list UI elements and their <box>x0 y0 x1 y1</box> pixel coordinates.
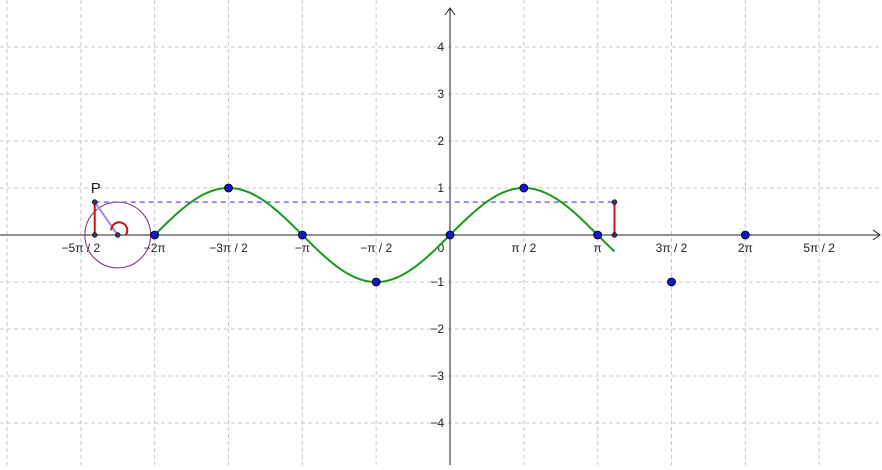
y-tick-label: −1 <box>430 275 444 289</box>
y-tick-label: 1 <box>437 181 444 195</box>
marked-point[interactable] <box>297 230 307 240</box>
axis-labels: −5π / 2 −2π −3π / 2 −π −π / 2 π / 2 π 3π / 2 2π 5… <box>62 40 836 430</box>
x-tick-label: −π / 2 <box>360 241 392 255</box>
angle-arc-icon <box>110 221 129 236</box>
y-tick-label: 2 <box>437 134 444 148</box>
construction-point[interactable] <box>91 232 98 238</box>
y-axis-arrow-icon <box>444 7 456 16</box>
points[interactable]: P <box>91 180 750 287</box>
construction <box>84 201 616 269</box>
x-axis-arrow-icon <box>872 229 881 241</box>
origin-label: 0 <box>438 241 445 255</box>
marked-point[interactable] <box>445 230 455 240</box>
x-tick-label: π / 2 <box>511 241 536 255</box>
radius-segment <box>93 201 119 236</box>
construction-point[interactable] <box>611 199 618 205</box>
x-tick-label: 2π <box>738 241 753 255</box>
construction-point[interactable] <box>115 232 121 238</box>
x-tick-label: −2π <box>144 241 166 255</box>
point-label-p: P <box>91 180 101 197</box>
x-tick-label: −π <box>295 241 310 255</box>
y-tick-label: 3 <box>437 87 444 101</box>
marked-point[interactable] <box>519 183 529 193</box>
marked-point[interactable] <box>371 277 381 287</box>
y-tick-label: −3 <box>430 369 444 383</box>
x-tick-label: −5π / 2 <box>62 241 101 255</box>
x-tick-label: 5π / 2 <box>803 241 835 255</box>
x-tick-label: π <box>594 241 602 255</box>
construction-point[interactable] <box>91 199 98 205</box>
construction-point[interactable] <box>611 232 618 238</box>
x-tick-label: 3π / 2 <box>656 241 688 255</box>
marked-point[interactable] <box>593 230 603 240</box>
marked-point[interactable] <box>740 230 750 240</box>
marked-point[interactable] <box>150 230 160 240</box>
y-tick-label: 4 <box>437 40 444 54</box>
y-tick-label: −2 <box>430 322 444 336</box>
x-tick-label: −3π / 2 <box>209 241 248 255</box>
y-tick-label: −4 <box>430 416 444 430</box>
marked-point[interactable] <box>667 277 676 287</box>
marked-point[interactable] <box>224 183 233 193</box>
